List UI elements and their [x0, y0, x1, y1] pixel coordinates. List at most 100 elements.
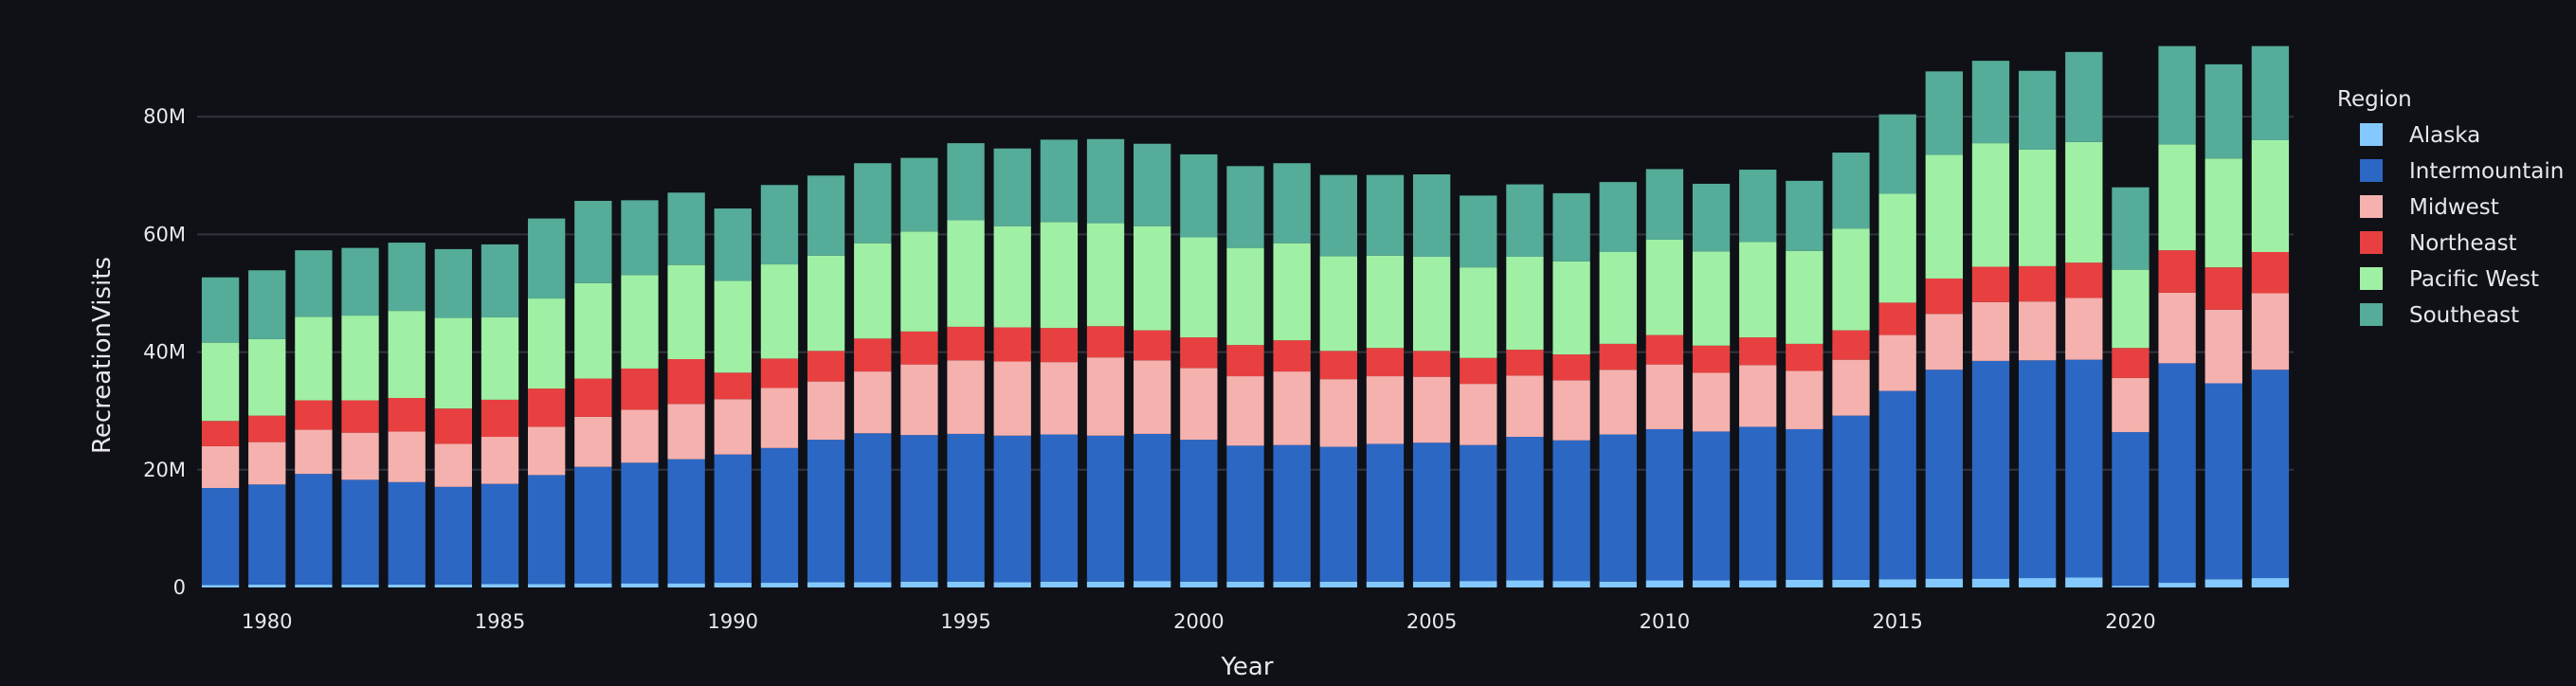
bar-segment-southeast[interactable]	[1832, 153, 1870, 229]
bar-segment-midwest[interactable]	[900, 364, 938, 436]
bar-segment-southeast[interactable]	[248, 270, 286, 339]
bar-segment-southeast[interactable]	[1878, 114, 1916, 194]
bar-segment-intermountain[interactable]	[714, 454, 752, 584]
bar-segment-pacific-west[interactable]	[1134, 226, 1171, 331]
bar-segment-northeast[interactable]	[1273, 340, 1311, 372]
bar-segment-intermountain[interactable]	[295, 474, 333, 585]
bar-segment-pacific-west[interactable]	[2018, 149, 2057, 266]
bar-segment-northeast[interactable]	[900, 331, 938, 365]
bar-segment-midwest[interactable]	[1971, 301, 2010, 361]
bar-segment-alaska[interactable]	[760, 583, 799, 587]
bar-segment-pacific-west[interactable]	[2204, 158, 2242, 268]
bar-segment-alaska[interactable]	[1599, 581, 1637, 587]
bar-segment-intermountain[interactable]	[621, 462, 659, 584]
bar-segment-midwest[interactable]	[1180, 368, 1218, 441]
bar-segment-alaska[interactable]	[1878, 579, 1916, 587]
bar-segment-alaska[interactable]	[2158, 583, 2196, 587]
bar-segment-intermountain[interactable]	[1786, 428, 1823, 580]
bar-segment-northeast[interactable]	[1506, 350, 1544, 376]
bar-segment-alaska[interactable]	[1552, 581, 1590, 587]
bar-segment-northeast[interactable]	[1739, 337, 1777, 366]
bar-segment-southeast[interactable]	[2065, 51, 2103, 142]
bar-segment-pacific-west[interactable]	[248, 338, 286, 416]
bar-segment-intermountain[interactable]	[2018, 360, 2057, 579]
bar-segment-southeast[interactable]	[1599, 182, 1637, 252]
bar-segment-intermountain[interactable]	[2065, 359, 2103, 578]
bar-segment-northeast[interactable]	[947, 326, 985, 361]
bar-segment-pacific-west[interactable]	[1273, 243, 1311, 341]
bar-segment-southeast[interactable]	[1086, 138, 1125, 224]
bar-segment-midwest[interactable]	[807, 381, 845, 441]
bar-segment-southeast[interactable]	[1180, 153, 1218, 238]
bar-segment-pacific-west[interactable]	[434, 317, 473, 409]
bar-segment-southeast[interactable]	[1460, 195, 1497, 268]
bar-segment-alaska[interactable]	[714, 583, 752, 587]
bar-segment-southeast[interactable]	[900, 157, 938, 232]
bar-segment-midwest[interactable]	[621, 409, 659, 463]
bar-segment-intermountain[interactable]	[1180, 440, 1218, 582]
bar-segment-southeast[interactable]	[1739, 170, 1777, 243]
bar-segment-northeast[interactable]	[1134, 330, 1171, 361]
bar-segment-pacific-west[interactable]	[2112, 269, 2150, 349]
bar-segment-alaska[interactable]	[2112, 586, 2150, 587]
bar-segment-alaska[interactable]	[1971, 578, 2010, 587]
bar-segment-midwest[interactable]	[1226, 376, 1264, 446]
legend-label[interactable]: Intermountain	[2409, 159, 2564, 184]
bar-segment-midwest[interactable]	[1925, 314, 1963, 370]
bar-segment-pacific-west[interactable]	[1412, 256, 1451, 352]
bar-segment-northeast[interactable]	[2018, 265, 2057, 302]
bar-segment-southeast[interactable]	[807, 175, 845, 256]
bar-segment-northeast[interactable]	[621, 368, 659, 410]
bar-segment-intermountain[interactable]	[1226, 445, 1264, 582]
bar-segment-pacific-west[interactable]	[295, 316, 333, 401]
bar-segment-southeast[interactable]	[2112, 187, 2150, 270]
bar-segment-alaska[interactable]	[295, 584, 333, 587]
legend-label[interactable]: Southeast	[2409, 303, 2519, 328]
bar-segment-pacific-west[interactable]	[1786, 250, 1823, 344]
bar-segment-intermountain[interactable]	[574, 466, 612, 584]
bar-segment-southeast[interactable]	[1971, 61, 2010, 144]
bar-segment-intermountain[interactable]	[1692, 431, 1731, 581]
bar-segment-northeast[interactable]	[248, 415, 286, 442]
bar-segment-northeast[interactable]	[667, 359, 705, 405]
bar-segment-alaska[interactable]	[1040, 581, 1079, 587]
bar-segment-southeast[interactable]	[1134, 143, 1171, 226]
bar-segment-midwest[interactable]	[1460, 384, 1497, 445]
bar-segment-southeast[interactable]	[295, 250, 333, 317]
bar-segment-intermountain[interactable]	[1599, 434, 1637, 582]
bar-segment-intermountain[interactable]	[341, 479, 379, 585]
bar-segment-northeast[interactable]	[481, 399, 519, 438]
bar-segment-alaska[interactable]	[1739, 580, 1777, 587]
bar-segment-alaska[interactable]	[1925, 578, 1963, 587]
bar-segment-pacific-west[interactable]	[2158, 144, 2196, 251]
bar-segment-northeast[interactable]	[1319, 351, 1357, 380]
bar-segment-intermountain[interactable]	[1134, 433, 1171, 582]
bar-segment-alaska[interactable]	[1134, 581, 1171, 587]
bar-segment-alaska[interactable]	[947, 581, 985, 587]
bar-segment-midwest[interactable]	[1739, 365, 1777, 427]
bar-segment-pacific-west[interactable]	[1599, 252, 1637, 344]
bar-segment-midwest[interactable]	[1086, 357, 1125, 436]
bar-segment-intermountain[interactable]	[1645, 428, 1684, 581]
bar-segment-southeast[interactable]	[434, 248, 473, 318]
bar-segment-pacific-west[interactable]	[1086, 223, 1125, 327]
bar-segment-intermountain[interactable]	[1925, 370, 1963, 579]
bar-segment-northeast[interactable]	[993, 327, 1031, 362]
bar-segment-midwest[interactable]	[993, 361, 1031, 436]
bar-segment-southeast[interactable]	[1925, 71, 1963, 155]
legend-label[interactable]: Alaska	[2409, 123, 2480, 148]
bar-segment-intermountain[interactable]	[667, 459, 705, 584]
bar-segment-pacific-west[interactable]	[667, 264, 705, 360]
bar-segment-intermountain[interactable]	[854, 433, 892, 583]
bar-segment-southeast[interactable]	[1786, 180, 1823, 251]
bar-segment-southeast[interactable]	[760, 185, 799, 265]
legend-label[interactable]: Northeast	[2409, 231, 2517, 256]
bar-segment-southeast[interactable]	[388, 243, 426, 312]
bar-segment-southeast[interactable]	[667, 192, 705, 265]
bar-segment-midwest[interactable]	[1412, 376, 1451, 443]
bar-segment-intermountain[interactable]	[248, 484, 286, 585]
bar-segment-alaska[interactable]	[807, 582, 845, 587]
bar-segment-intermountain[interactable]	[1273, 444, 1311, 582]
bar-segment-northeast[interactable]	[1786, 343, 1823, 371]
bar-segment-alaska[interactable]	[2065, 577, 2103, 587]
